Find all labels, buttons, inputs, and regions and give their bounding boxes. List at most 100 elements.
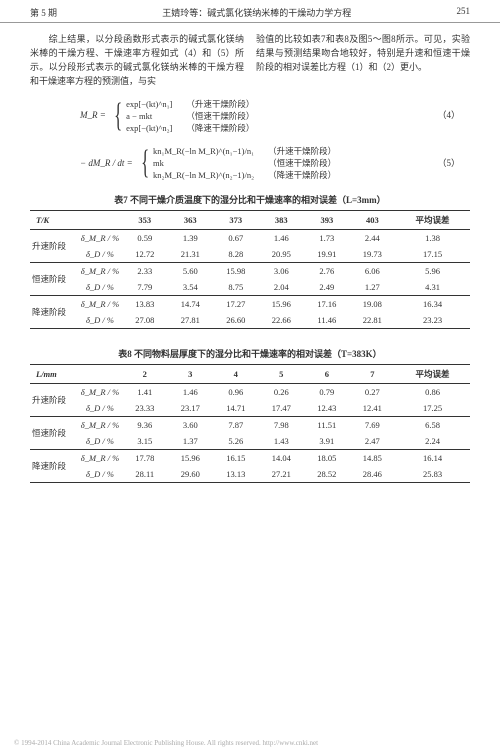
col-header: 5: [259, 365, 305, 384]
f4-num: （4）: [437, 110, 470, 122]
cell: 17.27: [213, 296, 259, 312]
cell: 7.69: [350, 417, 396, 433]
col-header: 平均误差: [395, 365, 470, 384]
header-left: 第 5 期: [30, 6, 57, 19]
col-header: 7: [350, 365, 396, 384]
f5-labels: （升速干燥阶段） （恒速干燥阶段） （降速干燥阶段）: [268, 146, 336, 181]
cell: 1.39: [168, 230, 214, 246]
cell: 3.15: [122, 433, 168, 450]
cell: 17.25: [395, 400, 470, 417]
cell: 15.96: [168, 450, 214, 466]
cell: 1.46: [168, 384, 214, 400]
cell: 22.66: [259, 312, 305, 329]
group-label: 降速阶段: [30, 450, 78, 483]
cell: 2.33: [122, 263, 168, 279]
cell: 16.15: [213, 450, 259, 466]
table-row: δ_D / %3.151.375.261.433.912.472.24: [30, 433, 470, 450]
cell: 7.79: [122, 279, 168, 296]
cell: 17.15: [395, 246, 470, 263]
table7: T/K353363373383393403平均误差升速阶段δ_M_R / %0.…: [30, 210, 470, 329]
cell: 0.79: [304, 384, 350, 400]
page-header: 第 5 期 王婧玲等：碱式氯化镁纳米棒的干燥动力学方程 251: [0, 0, 500, 23]
cell: 0.96: [213, 384, 259, 400]
cell: 12.72: [122, 246, 168, 263]
cell: 0.86: [395, 384, 470, 400]
col-header: 363: [168, 211, 214, 230]
col-left: 综上结果，以分段函数形式表示的碱式氯化镁纳米棒的干燥方程、干燥速率方程如式（4）…: [30, 33, 244, 89]
cell: 3.06: [259, 263, 305, 279]
group-label: 升速阶段: [30, 384, 78, 417]
col-header: T/K: [30, 211, 78, 230]
metric-label: δ_M_R / %: [78, 450, 122, 466]
cell: 14.71: [213, 400, 259, 417]
cell: 0.27: [350, 384, 396, 400]
cell: 2.44: [350, 230, 396, 246]
cell: 17.47: [259, 400, 305, 417]
cell: 14.04: [259, 450, 305, 466]
metric-label: δ_D / %: [78, 400, 122, 417]
group-label: 恒速阶段: [30, 263, 78, 296]
col-header: 393: [304, 211, 350, 230]
table-row: 恒速阶段δ_M_R / %9.363.607.877.9811.517.696.…: [30, 417, 470, 433]
header-right: 251: [457, 6, 471, 19]
cell: 28.46: [350, 466, 396, 483]
cell: 28.11: [122, 466, 168, 483]
cell: 0.67: [213, 230, 259, 246]
f4-lines: exp[−(kt)^n₁] a − mkt exp[−(kt)^n₂]: [126, 99, 172, 134]
cell: 3.54: [168, 279, 214, 296]
col-right: 验值的比较如表7和表8及图5～图8所示。可见，实验结果与预测结果吻合地较好，特别…: [256, 33, 470, 89]
col-header: L/mm: [30, 365, 78, 384]
col-header: 4: [213, 365, 259, 384]
table-row: δ_D / %12.7221.318.2820.9519.9119.7317.1…: [30, 246, 470, 263]
cell: 2.49: [304, 279, 350, 296]
col-header: 383: [259, 211, 305, 230]
cell: 7.87: [213, 417, 259, 433]
cell: 17.16: [304, 296, 350, 312]
header-center: 王婧玲等：碱式氯化镁纳米棒的干燥动力学方程: [162, 6, 351, 19]
metric-label: δ_M_R / %: [78, 263, 122, 279]
cell: 11.46: [304, 312, 350, 329]
table-row: δ_D / %28.1129.6013.1327.2128.5228.4625.…: [30, 466, 470, 483]
cell: 21.31: [168, 246, 214, 263]
cell: 17.78: [122, 450, 168, 466]
cell: 27.81: [168, 312, 214, 329]
table-row: 升速阶段δ_M_R / %0.591.390.671.461.732.441.3…: [30, 230, 470, 246]
group-label: 降速阶段: [30, 296, 78, 329]
cell: 12.41: [350, 400, 396, 417]
metric-label: δ_D / %: [78, 279, 122, 296]
f5-lhs: − dM_R / dt =: [80, 158, 133, 170]
cell: 1.73: [304, 230, 350, 246]
cell: 16.34: [395, 296, 470, 312]
cell: 19.91: [304, 246, 350, 263]
cell: 13.83: [122, 296, 168, 312]
f5-num: （5）: [437, 158, 470, 170]
col-header: 403: [350, 211, 396, 230]
cell: 3.60: [168, 417, 214, 433]
formula-5: − dM_R / dt = { kn₁M_R(−ln M_R)^(n₁−1)/n…: [30, 146, 470, 181]
metric-label: δ_D / %: [78, 433, 122, 450]
cell: 8.75: [213, 279, 259, 296]
cell: 1.46: [259, 230, 305, 246]
table-row: 降速阶段δ_M_R / %13.8314.7417.2715.9617.1619…: [30, 296, 470, 312]
col-header: [78, 365, 122, 384]
cell: 28.52: [304, 466, 350, 483]
group-label: 恒速阶段: [30, 417, 78, 450]
cell: 0.59: [122, 230, 168, 246]
cell: 2.47: [350, 433, 396, 450]
cell: 1.27: [350, 279, 396, 296]
col-header: 353: [122, 211, 168, 230]
cell: 2.04: [259, 279, 305, 296]
cell: 19.73: [350, 246, 396, 263]
page-content: 综上结果，以分段函数形式表示的碱式氯化镁纳米棒的干燥方程、干燥速率方程如式（4）…: [0, 23, 500, 483]
table8: L/mm234567平均误差升速阶段δ_M_R / %1.411.460.960…: [30, 364, 470, 483]
table-row: δ_D / %7.793.548.752.042.491.274.31: [30, 279, 470, 296]
cell: 6.06: [350, 263, 396, 279]
table-row: 降速阶段δ_M_R / %17.7815.9616.1514.0418.0514…: [30, 450, 470, 466]
cell: 1.41: [122, 384, 168, 400]
table8-caption: 表8 不同物料层厚度下的湿分比和干燥速率的相对误差（T=383K）: [30, 347, 470, 360]
brace-icon: {: [114, 101, 122, 132]
metric-label: δ_M_R / %: [78, 296, 122, 312]
cell: 26.60: [213, 312, 259, 329]
cell: 9.36: [122, 417, 168, 433]
cell: 16.14: [395, 450, 470, 466]
